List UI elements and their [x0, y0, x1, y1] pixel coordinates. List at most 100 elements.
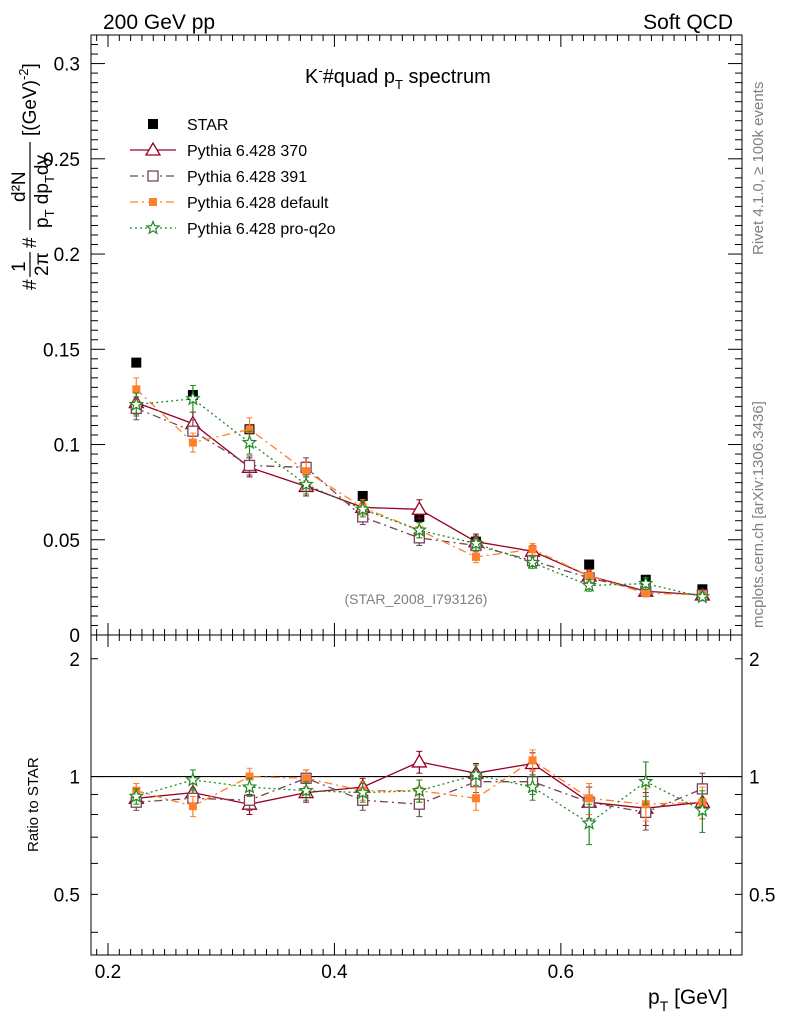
ratio-point: [354, 784, 371, 800]
x-tick-label: 0.4: [321, 962, 348, 983]
axes: 0.2 0.4 0.6 0 0.05 0.1 0.15 0.2 0.25 0.3 0.5 0.5 1 1 2…: [43, 34, 775, 983]
legend-marker: [148, 119, 158, 129]
series-1: [128, 390, 711, 601]
ratio-tick-label: 2: [69, 650, 80, 671]
ratio-point: [302, 774, 311, 783]
ratio-point: [468, 766, 484, 782]
data-point: [245, 425, 254, 434]
y-tick-label: 0.05: [43, 531, 80, 552]
y-tick-label: 0.25: [43, 150, 80, 171]
data-point: [354, 501, 371, 516]
x-tick-label: 0.2: [95, 962, 121, 983]
ratio-y-axis-label: Ratio to STAR: [25, 757, 42, 852]
data-point: [528, 545, 537, 554]
legend-item: Pythia 6.428 pro-q2o: [130, 219, 336, 238]
mcplots-label: mcplots.cern.ch [arXiv:1306.3436]: [750, 401, 767, 628]
ratio-point: [524, 778, 541, 794]
y-label-hash2: #: [20, 237, 41, 248]
data-point: [185, 390, 201, 406]
series-4: [128, 384, 711, 604]
data-point: [188, 438, 197, 447]
legend-label: Pythia 6.428 pro-q2o: [187, 221, 336, 238]
data-point: [581, 577, 597, 593]
data-point: [584, 559, 595, 570]
rivet-label: Rivet 4.1.0, ≥ 100k events: [750, 82, 767, 255]
data-point: [471, 552, 480, 561]
y-tick-label: 0: [69, 626, 80, 647]
y-tick-label: 0.1: [54, 436, 80, 457]
legend-label: STAR: [187, 117, 228, 134]
data-point: [641, 589, 650, 598]
y-label-d2n: d²N: [9, 171, 30, 202]
y-label-denominator: pT dpTdy: [32, 155, 57, 228]
ratio-point: [411, 782, 428, 798]
legend-label: Pythia 6.428 391: [187, 169, 307, 186]
ratio-tick-label: 1: [69, 768, 80, 789]
ratio-series: [128, 749, 711, 846]
data-point: [694, 588, 711, 604]
ratio-point: [411, 753, 428, 768]
legend: STAR Pythia 6.428 370 Pythia 6.428 391 Pyth…: [130, 117, 336, 238]
legend-label: Pythia 6.428 370: [187, 143, 307, 160]
data-point: [241, 434, 258, 450]
x-tick-label: 0.6: [548, 962, 574, 983]
x-axis-label: pT [GeV]: [648, 986, 728, 1014]
legend-item: STAR: [148, 117, 228, 134]
ratio-point: [241, 778, 258, 794]
header-right: Soft QCD: [643, 11, 733, 34]
legend-item: Pythia 6.428 370: [130, 141, 307, 160]
y-tick-label: 0.3: [54, 55, 80, 76]
data-point: [585, 571, 594, 580]
ratio-point: [128, 788, 145, 803]
ratio-point: [245, 772, 254, 781]
data-point: [411, 500, 428, 515]
data-point: [357, 490, 368, 501]
y-tick-label: 0.15: [43, 340, 80, 361]
y-axis-label: # 1 2π # d²N pT dpTdy [(GeV)-2]: [9, 63, 57, 290]
data-point: [524, 554, 541, 570]
data-point: [128, 396, 145, 412]
data-point: [411, 522, 428, 537]
y-label-twopi: 2π: [32, 252, 53, 276]
data-point: [302, 467, 311, 476]
legend-item: Pythia 6.428 391: [130, 169, 307, 186]
ratio-point: [638, 773, 654, 789]
legend-label: Pythia 6.428 default: [187, 195, 329, 212]
ratio-point: [298, 782, 314, 798]
legend-item: Pythia 6.428 default: [130, 195, 329, 212]
y-label-hash1: #: [20, 279, 41, 290]
data-point: [131, 357, 142, 368]
legend-marker: [147, 170, 159, 182]
data-point: [132, 385, 141, 394]
analysis-watermark: (STAR_2008_I793126): [345, 591, 488, 607]
ratio-plot-frame: [90, 634, 743, 956]
ratio-point: [585, 794, 594, 803]
ratio-point: [188, 802, 197, 811]
series-3: [132, 377, 707, 600]
y-label-one: 1: [9, 261, 30, 272]
series-2: [130, 396, 709, 601]
y-label-units: [(GeV)-2]: [16, 63, 41, 136]
series-0: [131, 357, 708, 595]
legend-marker: [145, 219, 161, 235]
ratio-point: [185, 771, 201, 787]
main-series: [128, 357, 711, 604]
series-line: [136, 401, 703, 596]
data-point: [638, 575, 654, 591]
legend-marker: [144, 141, 162, 156]
ratio-tick-label-right: 2: [749, 650, 760, 671]
chart-title: K-#quad pT spectrum: [305, 63, 491, 92]
series-line: [136, 398, 703, 598]
ratio-tick-label-right: 1: [749, 768, 760, 789]
series-line: [135, 388, 703, 596]
ratio-point: [528, 756, 537, 765]
data-point: [298, 476, 314, 492]
ratio-point: [694, 802, 711, 817]
ratio-tick-label-right: 0.5: [749, 885, 775, 906]
ratio-tick-label: 0.5: [54, 885, 80, 906]
y-tick-label: 0.2: [54, 245, 80, 266]
header-left: 200 GeV pp: [103, 11, 215, 34]
ratio-series-4: [128, 761, 711, 846]
legend-marker: [149, 198, 157, 206]
